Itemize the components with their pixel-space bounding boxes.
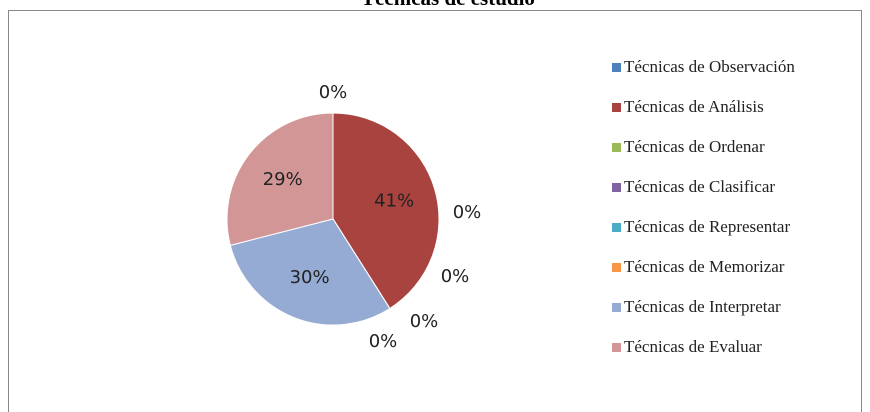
legend-label: Técnicas de Observación — [624, 57, 795, 76]
pie-slice — [226, 112, 334, 246]
legend-label: Técnicas de Memorizar — [624, 257, 785, 276]
data-label: 30% — [290, 267, 330, 288]
pie-slice — [229, 218, 391, 326]
data-label: 0% — [319, 82, 348, 103]
data-label: 29% — [263, 169, 303, 190]
data-label: 0% — [369, 331, 398, 352]
legend-label: Técnicas de Representar — [624, 217, 790, 236]
legend-swatch — [612, 103, 621, 112]
legend-swatch — [612, 223, 621, 232]
legend-swatch — [612, 183, 621, 192]
data-label: 41% — [374, 190, 414, 211]
legend-swatch — [612, 143, 621, 152]
legend-swatch — [612, 63, 621, 72]
legend-label: Técnicas de Clasificar — [624, 177, 775, 196]
pie-slice — [332, 112, 440, 310]
data-label: 0% — [441, 266, 470, 287]
legend-swatch — [612, 263, 621, 272]
legend-swatch — [612, 303, 621, 312]
legend-label: Técnicas de Análisis — [624, 97, 764, 116]
legend-label: Técnicas de Ordenar — [624, 137, 765, 156]
data-label: 0% — [453, 202, 482, 223]
legend-label: Técnicas de Interpretar — [624, 297, 781, 316]
legend-label: Técnicas de Evaluar — [624, 337, 762, 356]
legend-swatch — [612, 343, 621, 352]
chart-title: Técnicas de estudio — [361, 0, 535, 10]
data-label: 0% — [410, 311, 439, 332]
